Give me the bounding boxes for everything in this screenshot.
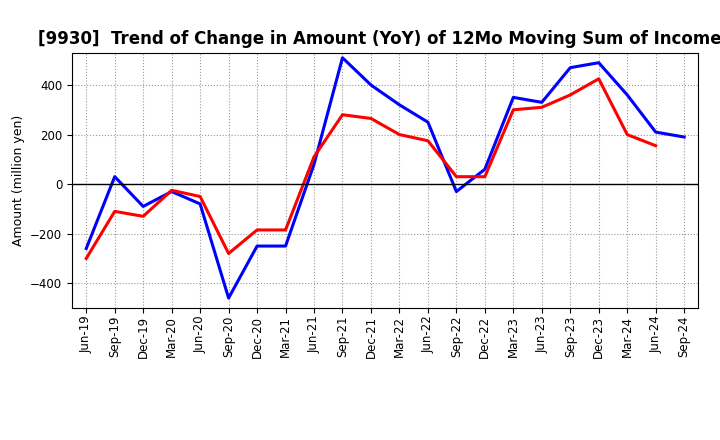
Net Income [623,132,631,137]
Net Income [366,116,375,121]
Ordinary Income [82,246,91,251]
Net Income [423,138,432,143]
Ordinary Income [366,82,375,88]
Ordinary Income [110,174,119,180]
Net Income [537,105,546,110]
Net Income [196,194,204,199]
Net Income [110,209,119,214]
Net Income [338,112,347,117]
Net Income [225,251,233,256]
Ordinary Income [253,243,261,249]
Net Income [480,174,489,180]
Net Income [82,256,91,261]
Net Income [652,143,660,148]
Net Income [509,107,518,113]
Net Income [167,188,176,193]
Ordinary Income [452,189,461,194]
Ordinary Income [623,92,631,98]
Title: [9930]  Trend of Change in Amount (YoY) of 12Mo Moving Sum of Incomes: [9930] Trend of Change in Amount (YoY) o… [38,30,720,48]
Ordinary Income [566,65,575,70]
Line: Net Income: Net Income [86,79,656,258]
Ordinary Income [480,167,489,172]
Ordinary Income [167,189,176,194]
Ordinary Income [310,161,318,167]
Net Income [566,92,575,98]
Ordinary Income [139,204,148,209]
Ordinary Income [423,120,432,125]
Line: Ordinary Income: Ordinary Income [86,58,684,298]
Net Income [282,227,290,233]
Net Income [310,154,318,160]
Ordinary Income [196,201,204,206]
Net Income [253,227,261,233]
Ordinary Income [509,95,518,100]
Ordinary Income [652,129,660,135]
Ordinary Income [595,60,603,66]
Net Income [395,132,404,137]
Ordinary Income [395,102,404,107]
Ordinary Income [338,55,347,60]
Y-axis label: Amount (million yen): Amount (million yen) [12,115,24,246]
Ordinary Income [537,100,546,105]
Ordinary Income [680,134,688,139]
Net Income [452,174,461,180]
Ordinary Income [225,295,233,301]
Net Income [139,214,148,219]
Net Income [595,76,603,81]
Ordinary Income [282,243,290,249]
